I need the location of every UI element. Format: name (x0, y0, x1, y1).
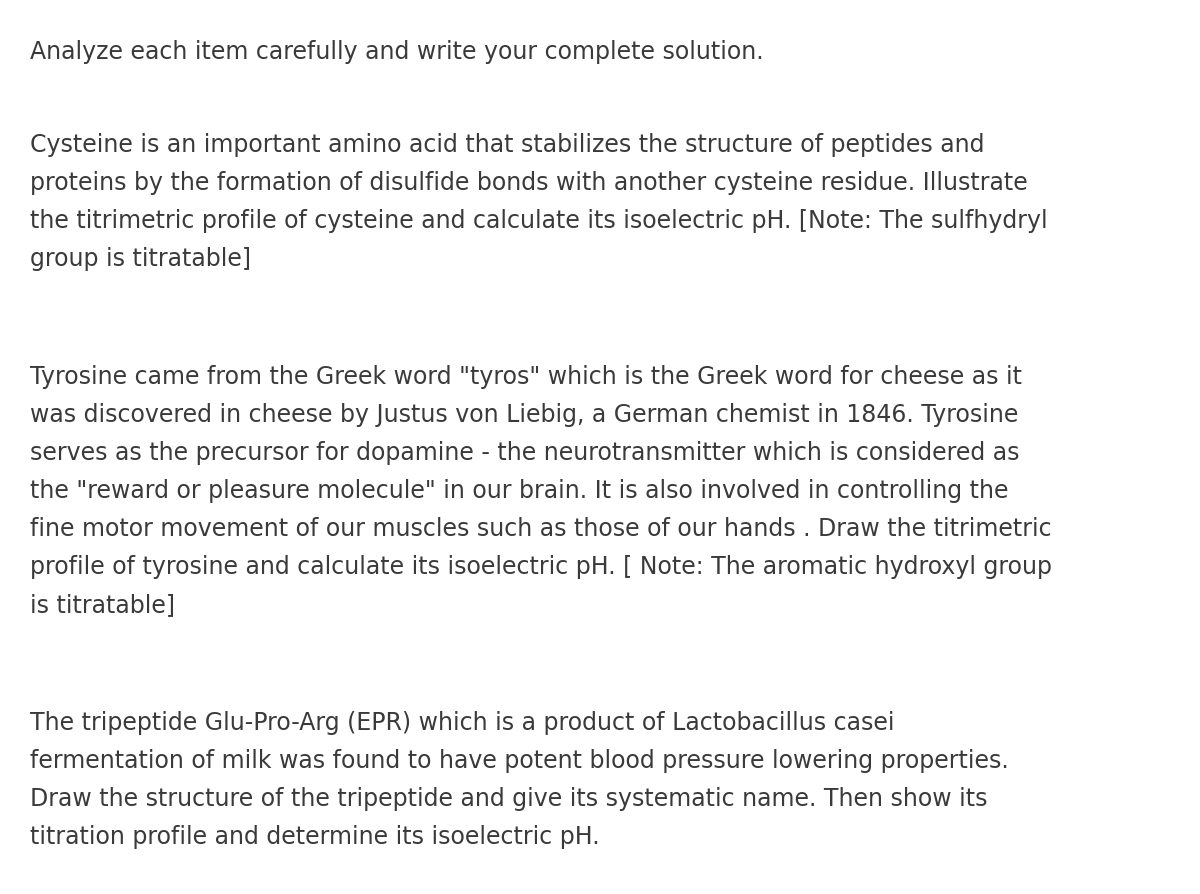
Text: titration profile and determine its isoelectric pH.: titration profile and determine its isoe… (30, 824, 600, 848)
Text: The tripeptide Glu-Pro-Arg (EPR) which is a product of Lactobacillus casei: The tripeptide Glu-Pro-Arg (EPR) which i… (30, 710, 894, 734)
Text: Draw the structure of the tripeptide and give its systematic name. Then show its: Draw the structure of the tripeptide and… (30, 786, 988, 810)
Text: Cysteine is an important amino acid that stabilizes the structure of peptides an: Cysteine is an important amino acid that… (30, 133, 984, 156)
Text: group is titratable]: group is titratable] (30, 247, 251, 271)
Text: serves as the precursor for dopamine - the neurotransmitter which is considered : serves as the precursor for dopamine - t… (30, 441, 1020, 465)
Text: was discovered in cheese by Justus von Liebig, a German chemist in 1846. Tyrosin: was discovered in cheese by Justus von L… (30, 402, 1019, 426)
Text: is titratable]: is titratable] (30, 593, 175, 616)
Text: the titrimetric profile of cysteine and calculate its isoelectric pH. [Note: The: the titrimetric profile of cysteine and … (30, 209, 1048, 232)
Text: fermentation of milk was found to have potent blood pressure lowering properties: fermentation of milk was found to have p… (30, 748, 1009, 772)
Text: proteins by the formation of disulfide bonds with another cysteine residue. Illu: proteins by the formation of disulfide b… (30, 171, 1027, 195)
Text: Analyze each item carefully and write your complete solution.: Analyze each item carefully and write yo… (30, 40, 763, 64)
Text: fine motor movement of our muscles such as those of our hands . Draw the titrime: fine motor movement of our muscles such … (30, 517, 1051, 540)
Text: Tyrosine came from the Greek word "tyros" which is the Greek word for cheese as : Tyrosine came from the Greek word "tyros… (30, 365, 1022, 389)
Text: profile of tyrosine and calculate its isoelectric pH. [ Note: The aromatic hydro: profile of tyrosine and calculate its is… (30, 554, 1052, 578)
Text: the "reward or pleasure molecule" in our brain. It is also involved in controlli: the "reward or pleasure molecule" in our… (30, 478, 1008, 502)
